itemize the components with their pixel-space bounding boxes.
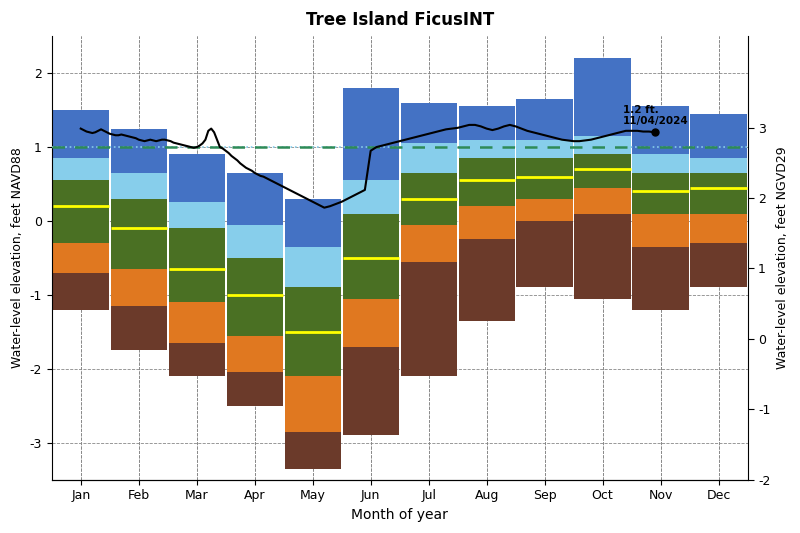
- Y-axis label: Water-level elevation, feet NAVD88: Water-level elevation, feet NAVD88: [11, 148, 24, 368]
- Bar: [226, 225, 283, 258]
- Bar: [285, 432, 341, 469]
- Bar: [285, 287, 341, 376]
- Bar: [458, 239, 514, 321]
- Bar: [110, 173, 167, 199]
- Bar: [169, 343, 225, 376]
- Title: Tree Island FicusINT: Tree Island FicusINT: [306, 11, 494, 29]
- Bar: [517, 158, 573, 199]
- Bar: [574, 214, 630, 298]
- Bar: [633, 107, 689, 155]
- Bar: [226, 373, 283, 406]
- Bar: [285, 376, 341, 432]
- Bar: [401, 173, 457, 225]
- Bar: [53, 243, 109, 273]
- Bar: [401, 225, 457, 262]
- Bar: [169, 155, 225, 203]
- Bar: [401, 103, 457, 143]
- Bar: [342, 346, 398, 435]
- Bar: [169, 203, 225, 228]
- Bar: [690, 214, 746, 243]
- Y-axis label: Water-level elevation, feet NGVD29: Water-level elevation, feet NGVD29: [776, 147, 789, 369]
- Bar: [110, 128, 167, 173]
- Bar: [517, 140, 573, 158]
- Bar: [633, 247, 689, 310]
- Bar: [53, 158, 109, 180]
- Bar: [690, 114, 746, 158]
- Bar: [574, 59, 630, 136]
- X-axis label: Month of year: Month of year: [351, 508, 448, 522]
- Bar: [285, 247, 341, 287]
- Bar: [401, 262, 457, 376]
- Bar: [342, 298, 398, 346]
- Bar: [633, 214, 689, 247]
- Bar: [226, 258, 283, 335]
- Bar: [53, 110, 109, 158]
- Bar: [342, 88, 398, 180]
- Bar: [574, 188, 630, 214]
- Bar: [342, 214, 398, 298]
- Bar: [110, 199, 167, 269]
- Bar: [401, 143, 457, 173]
- Bar: [110, 269, 167, 306]
- Bar: [517, 199, 573, 221]
- Bar: [517, 99, 573, 140]
- Bar: [633, 173, 689, 214]
- Bar: [690, 158, 746, 173]
- Bar: [517, 221, 573, 287]
- Bar: [458, 206, 514, 239]
- Bar: [226, 173, 283, 225]
- Bar: [690, 243, 746, 287]
- Bar: [633, 155, 689, 173]
- Bar: [169, 302, 225, 343]
- Bar: [574, 155, 630, 188]
- Bar: [285, 199, 341, 247]
- Bar: [690, 173, 746, 214]
- Text: 1.2 ft.
11/04/2024: 1.2 ft. 11/04/2024: [623, 105, 689, 126]
- Bar: [169, 228, 225, 302]
- Bar: [342, 180, 398, 214]
- Bar: [458, 107, 514, 140]
- Bar: [110, 306, 167, 350]
- Bar: [458, 158, 514, 206]
- Bar: [53, 180, 109, 243]
- Bar: [226, 335, 283, 373]
- Bar: [53, 273, 109, 310]
- Bar: [574, 136, 630, 155]
- Bar: [458, 140, 514, 158]
